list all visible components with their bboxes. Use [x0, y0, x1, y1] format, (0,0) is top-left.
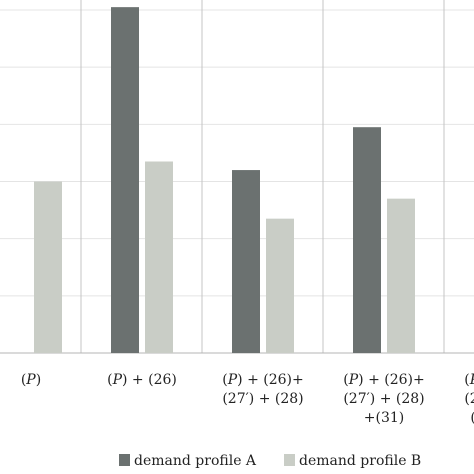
legend-label: demand profile B	[299, 453, 421, 469]
legend: demand profile A demand profile B	[119, 453, 421, 469]
legend-swatch	[284, 454, 295, 466]
gridlines	[0, 0, 474, 354]
x-tick-label: (27′) + (28)	[464, 391, 474, 407]
x-tick-label: (29)+(30)	[470, 410, 474, 426]
x-tick-label: (P) + (26)+	[464, 372, 474, 388]
x-tick-label: (P)	[21, 372, 41, 388]
bar-profile-a	[111, 7, 139, 354]
x-tick-label: (P) + (26)+	[222, 372, 303, 388]
x-tick-labels: (P) (P) + (26) (P) + (26)+ (27′) + (28) (P) …	[21, 372, 474, 426]
bars	[34, 7, 415, 354]
legend-label: demand profile A	[134, 453, 257, 469]
bar-profile-b	[145, 161, 173, 353]
x-tick-label: +(31)	[364, 410, 404, 426]
bar-profile-b	[387, 198, 415, 353]
x-tick-label: (27′) + (28)	[343, 391, 424, 407]
bar-profile-b	[266, 218, 294, 353]
x-tick-label: (P) + (26)	[107, 372, 177, 388]
bar-profile-a	[232, 170, 260, 353]
bar-profile-b	[34, 181, 62, 353]
x-tick-label: (27′) + (28)	[222, 391, 303, 407]
bar-profile-a	[353, 127, 381, 353]
legend-swatch	[119, 454, 130, 466]
x-tick-label: (P) + (26)+	[343, 372, 424, 388]
